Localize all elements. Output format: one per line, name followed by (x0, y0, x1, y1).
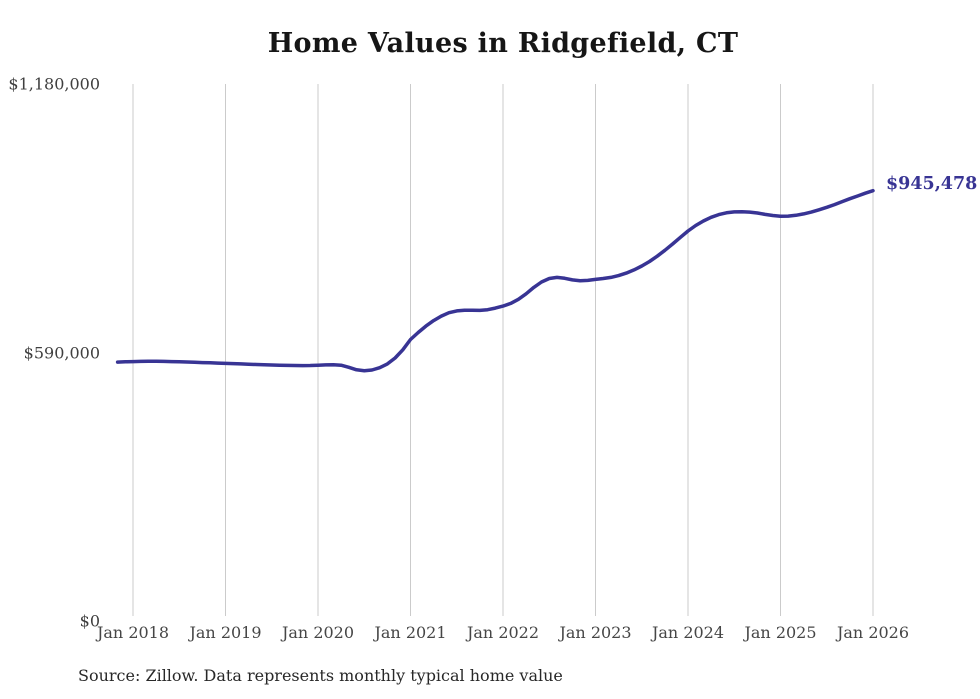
x-axis-tick-label: Jan 2025 (744, 623, 817, 642)
source-note: Source: Zillow. Data represents monthly … (78, 666, 563, 685)
y-axis-tick-label: $0 (79, 611, 100, 631)
x-axis-tick-label: Jan 2018 (96, 623, 170, 642)
x-axis-tick-label: Jan 2020 (281, 623, 355, 642)
y-axis-tick-label: $590,000 (23, 343, 100, 362)
x-axis: Jan 2018 Jan 2019 Jan 2020 Jan 2021 Jan 2022… (0, 623, 980, 647)
current-value-label: $945,478 (886, 173, 978, 194)
home-value-line-series (115, 188, 875, 373)
x-axis-tick-label: Jan 2026 (836, 623, 910, 642)
x-axis-tick-label: Jan 2022 (466, 623, 540, 642)
x-axis-tick-label: Jan 2023 (559, 623, 632, 642)
x-axis-tick-label: Jan 2024 (651, 623, 725, 642)
x-axis-tick-label: Jan 2021 (374, 623, 447, 642)
y-axis-tick-label: $1,180,000 (8, 74, 100, 94)
y-axis: $1,180,000 $590,000 $0 (0, 0, 100, 699)
chart-title: Home Values in Ridgefield, CT (267, 28, 739, 59)
x-axis-tick-label: Jan 2019 (189, 623, 262, 642)
